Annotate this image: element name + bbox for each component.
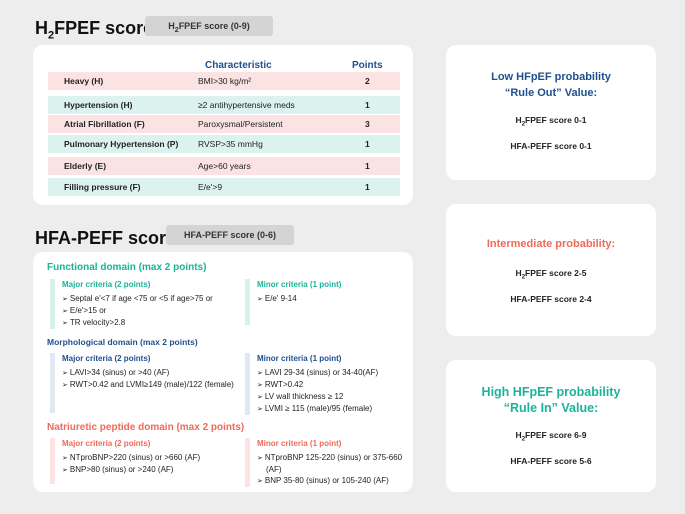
morphological-major-title: Major criteria (2 points)	[62, 354, 151, 363]
list-item: NTproBNP 125-220 (sinus) or 375-660 (AF)	[257, 452, 410, 475]
characteristic-name: Elderly (E)	[64, 161, 107, 171]
morphological-domain-title: Morphological domain (max 2 points)	[47, 337, 198, 347]
list-item: NTproBNP>220 (sinus) or >660 (AF)	[62, 452, 240, 464]
h2fpef-title: H2FPEF score	[35, 18, 154, 42]
morphological-minor-criteria: Minor criteria (1 point) LAVI 29-34 (sin…	[245, 353, 410, 415]
intermediate-h2fpef-range: H2FPEF score 2-5	[515, 268, 587, 281]
points-value: 2	[365, 76, 370, 86]
points-value: 1	[365, 161, 370, 171]
natriuretic-domain-title: Natriuretic peptide domain (max 2 points…	[47, 422, 245, 433]
list-item: LVMI ≥ 115 (male)/95 (female)	[257, 403, 410, 415]
characteristic-criteria: ≥2 antihypertensive meds	[198, 100, 295, 110]
list-item: TR velocity>2.8	[62, 317, 240, 329]
high-probability-title: High HFpEF probability	[481, 385, 621, 399]
high-hfapeff-range: HFA-PEFF score 5-6	[510, 455, 592, 466]
list-item: BNP 35-80 (sinus) or 105-240 (AF)	[257, 475, 410, 487]
characteristic-criteria: Paroxysmal/Persistent	[198, 119, 283, 129]
points-header: Points	[352, 60, 383, 71]
list-item: Septal e'<7 if age <75 or <5 if age>75 o…	[62, 293, 240, 305]
list-item: RWT>0.42 and LVMI≥149 (male)/122 (female…	[62, 379, 240, 391]
characteristic-criteria: BMI>30 kg/m²	[198, 76, 252, 86]
characteristic-criteria: E/e'>9	[198, 182, 223, 192]
table-row: Hypertension (H) ≥2 antihypertensive meds…	[48, 96, 400, 114]
functional-domain-title: Functional domain (max 2 points)	[47, 262, 207, 273]
list-item: LV wall thickness ≥ 12	[257, 391, 410, 403]
points-value: 1	[365, 139, 370, 149]
h2fpef-range-badge: H2FPEF score (0-9)	[145, 16, 273, 36]
characteristic-criteria: Age>60 years	[198, 161, 251, 171]
high-h2fpef-range: H2FPEF score 6-9	[515, 430, 587, 443]
hfapeff-range-badge: HFA-PEFF score (0-6)	[166, 225, 294, 245]
characteristic-criteria: RVSP>35 mmHg	[198, 139, 263, 149]
low-h2fpef-range: H2FPEF score 0-1	[515, 115, 587, 128]
high-probability-card: High HFpEF probability “Rule In” Value: …	[446, 360, 656, 492]
morphological-minor-title: Minor criteria (1 point)	[257, 354, 342, 363]
rule-out-label: “Rule Out” Value:	[504, 87, 598, 99]
functional-major-criteria: Major criteria (2 points) Septal e'<7 if…	[50, 279, 240, 329]
characteristic-name: Atrial Fibrillation (F)	[64, 119, 145, 129]
low-hfapeff-range: HFA-PEFF score 0-1	[510, 140, 592, 151]
list-item: BNP>80 (sinus) or >240 (AF)	[62, 464, 240, 476]
table-row: Heavy (H) BMI>30 kg/m² 2	[48, 72, 400, 90]
natriuretic-minor-criteria: Minor criteria (1 point) NTproBNP 125-22…	[245, 438, 410, 487]
intermediate-hfapeff-range: HFA-PEFF score 2-4	[510, 293, 592, 304]
natriuretic-minor-title: Minor criteria (1 point)	[257, 439, 342, 448]
low-probability-title: Low HFpEF probability	[491, 71, 611, 83]
functional-minor-criteria: Minor criteria (1 point) E/e' 9-14	[245, 279, 405, 325]
functional-minor-title: Minor criteria (1 point)	[257, 280, 342, 289]
points-value: 1	[365, 100, 370, 110]
table-row: Pulmonary Hypertension (P) RVSP>35 mmHg 1	[48, 135, 400, 153]
hfapeff-title: HFA-PEFF score	[35, 228, 177, 248]
natriuretic-major-title: Major criteria (2 points)	[62, 439, 151, 448]
list-item: LAVI 29-34 (sinus) or 34-40(AF)	[257, 367, 410, 379]
characteristic-header: Characteristic	[205, 60, 272, 71]
table-row: Atrial Fibrillation (F) Paroxysmal/Persis…	[48, 115, 400, 133]
list-item: E/e'>15 or	[62, 305, 240, 317]
characteristic-name: Heavy (H)	[64, 76, 104, 86]
functional-major-title: Major criteria (2 points)	[62, 280, 151, 289]
list-item: RWT>0.42	[257, 379, 410, 391]
points-value: 3	[365, 119, 370, 129]
table-row: Filling pressure (F) E/e'>9 1	[48, 178, 400, 196]
rule-in-label: “Rule In” Value:	[503, 401, 599, 415]
intermediate-probability-card: Intermediate probability: H2FPEF score 2…	[446, 204, 656, 336]
table-row: Elderly (E) Age>60 years 1	[48, 157, 400, 175]
characteristic-name: Hypertension (H)	[64, 100, 133, 110]
low-probability-card: Low HFpEF probability “Rule Out” Value: …	[446, 45, 656, 180]
characteristic-name: Filling pressure (F)	[64, 182, 141, 192]
list-item: E/e' 9-14	[257, 293, 405, 305]
natriuretic-major-criteria: Major criteria (2 points) NTproBNP>220 (…	[50, 438, 240, 484]
list-item: LAVI>34 (sinus) or >40 (AF)	[62, 367, 240, 379]
morphological-major-criteria: Major criteria (2 points) LAVI>34 (sinus…	[50, 353, 240, 413]
intermediate-probability-title: Intermediate probability:	[486, 238, 616, 250]
points-value: 1	[365, 182, 370, 192]
characteristic-name: Pulmonary Hypertension (P)	[64, 139, 179, 149]
